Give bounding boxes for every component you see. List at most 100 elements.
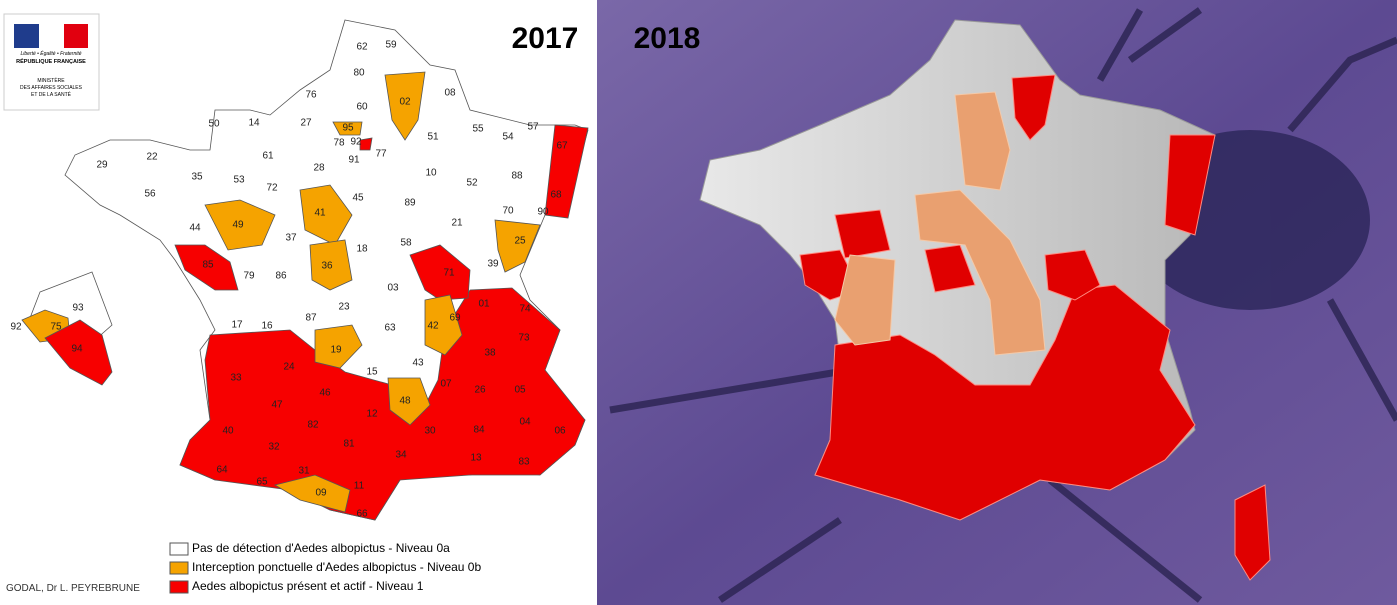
department-label: 14 xyxy=(248,118,260,129)
department-label: 65 xyxy=(256,477,268,488)
year-label: 2018 xyxy=(634,22,701,55)
logo-republic: RÉPUBLIQUE FRANÇAISE xyxy=(16,57,86,65)
logo-ministry: DES AFFAIRES SOCIALES xyxy=(20,85,83,91)
department-label: 82 xyxy=(307,420,319,431)
department-label: 95 xyxy=(342,123,354,134)
department-label: 75 xyxy=(50,322,62,333)
department-label: 10 xyxy=(425,168,437,179)
department-label: 44 xyxy=(189,223,201,234)
department-label: 13 xyxy=(470,453,482,464)
department-label: 80 xyxy=(353,68,365,79)
department-label: 56 xyxy=(144,189,156,200)
department-label: 21 xyxy=(451,218,463,229)
department-label: 68 xyxy=(550,190,562,201)
department-label: 49 xyxy=(232,220,244,231)
department-label: 30 xyxy=(424,426,436,437)
inset-paris xyxy=(21,271,113,386)
legend: Pas de détection d'Aedes albopictus - Ni… xyxy=(169,541,481,594)
department-label: 83 xyxy=(518,457,530,468)
department-label: 45 xyxy=(352,193,364,204)
department-label: 86 xyxy=(275,271,287,282)
department-label: 32 xyxy=(268,442,280,453)
logo-ministry: MINISTÈRE xyxy=(37,77,65,84)
department-label: 61 xyxy=(262,151,274,162)
legend-label: Aedes albopictus présent et actif - Nive… xyxy=(192,579,424,593)
department-label: 11 xyxy=(354,481,365,492)
department-label: 79 xyxy=(243,271,255,282)
department-label: 77 xyxy=(375,149,387,160)
department-label: 41 xyxy=(314,208,326,219)
department-label: 12 xyxy=(366,409,378,420)
department-label: 34 xyxy=(395,450,407,461)
department-label: 38 xyxy=(484,348,496,359)
department-label: 33 xyxy=(230,373,242,384)
department-label: 35 xyxy=(191,172,203,183)
department-label: 90 xyxy=(537,207,549,218)
department-label: 36 xyxy=(321,261,333,272)
department-label: 81 xyxy=(343,439,355,450)
department-label: 73 xyxy=(518,333,530,344)
department-label: 93 xyxy=(72,303,84,314)
legend-swatch xyxy=(169,580,189,594)
department-label: 91 xyxy=(348,155,360,166)
department-label: 87 xyxy=(305,313,317,324)
department-label: 42 xyxy=(427,321,439,332)
department-label: 71 xyxy=(443,268,455,279)
department-label: 29 xyxy=(96,160,108,171)
department-label: 26 xyxy=(474,385,486,396)
logo-motto: Liberté • Égalité • Fraternité xyxy=(20,50,81,57)
department-label: 16 xyxy=(261,321,273,332)
department-label: 70 xyxy=(502,206,514,217)
department-label: 04 xyxy=(519,417,531,428)
department-label: 25 xyxy=(514,236,526,247)
department-label: 06 xyxy=(554,426,566,437)
department-label: 17 xyxy=(231,320,243,331)
department-label: 01 xyxy=(478,299,490,310)
department-label: 88 xyxy=(511,171,523,182)
department-label: 05 xyxy=(514,385,526,396)
department-label: 03 xyxy=(387,283,399,294)
department-label: 24 xyxy=(283,362,295,373)
department-label: 72 xyxy=(266,183,278,194)
department-label: 27 xyxy=(300,118,312,129)
department-label: 02 xyxy=(399,97,411,108)
legend-swatch xyxy=(169,561,189,575)
year-label: 2017 xyxy=(512,22,579,55)
department-label: 52 xyxy=(466,178,478,189)
department-label: 31 xyxy=(298,466,310,477)
legend-label: Pas de détection d'Aedes albopictus - Ni… xyxy=(192,541,450,555)
department-label: 66 xyxy=(356,509,368,520)
department-label: 22 xyxy=(146,152,158,163)
logo-ministry: ET DE LA SANTÉ xyxy=(31,91,72,98)
department-label: 48 xyxy=(399,396,411,407)
map-2017 xyxy=(64,19,589,521)
department-label: 63 xyxy=(384,323,396,334)
department-label: 84 xyxy=(473,425,485,436)
department-label: 78 xyxy=(333,138,345,149)
department-label: 40 xyxy=(222,426,234,437)
department-label: 74 xyxy=(519,304,531,315)
department-label: 64 xyxy=(216,465,228,476)
department-label: 54 xyxy=(502,132,514,143)
department-label: 60 xyxy=(356,102,368,113)
department-label: 23 xyxy=(338,302,350,313)
legend-label: Interception ponctuelle d'Aedes albopict… xyxy=(192,560,481,574)
department-label: 47 xyxy=(271,400,283,411)
department-label: 62 xyxy=(356,42,368,53)
department-label: 57 xyxy=(527,122,539,133)
department-label: 50 xyxy=(208,119,220,130)
department-label: 92 xyxy=(350,137,362,148)
department-label: 94 xyxy=(71,344,83,355)
department-label: 09 xyxy=(315,488,327,499)
department-label: 43 xyxy=(412,358,424,369)
department-label: 76 xyxy=(305,90,317,101)
department-label: 37 xyxy=(285,233,297,244)
department-label: 15 xyxy=(366,367,378,378)
department-label: 67 xyxy=(556,141,568,152)
legend-swatch xyxy=(169,542,189,556)
department-label: 53 xyxy=(233,175,245,186)
department-label: 51 xyxy=(427,132,439,143)
department-label: 19 xyxy=(330,345,342,356)
department-label: 58 xyxy=(400,238,412,249)
department-label: 89 xyxy=(404,198,416,209)
